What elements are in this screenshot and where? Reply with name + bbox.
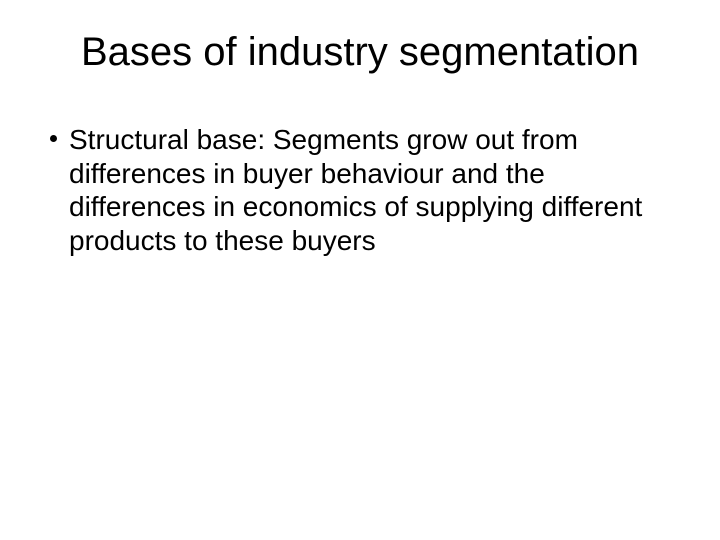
bullet-list: Structural base: Segments grow out from …	[40, 123, 680, 257]
slide-container: Bases of industry segmentation Structura…	[0, 0, 720, 540]
bullet-text: Structural base: Segments grow out from …	[69, 123, 680, 257]
list-item: Structural base: Segments grow out from …	[50, 123, 680, 257]
bullet-marker-icon	[50, 135, 57, 142]
slide-title: Bases of industry segmentation	[40, 30, 680, 75]
